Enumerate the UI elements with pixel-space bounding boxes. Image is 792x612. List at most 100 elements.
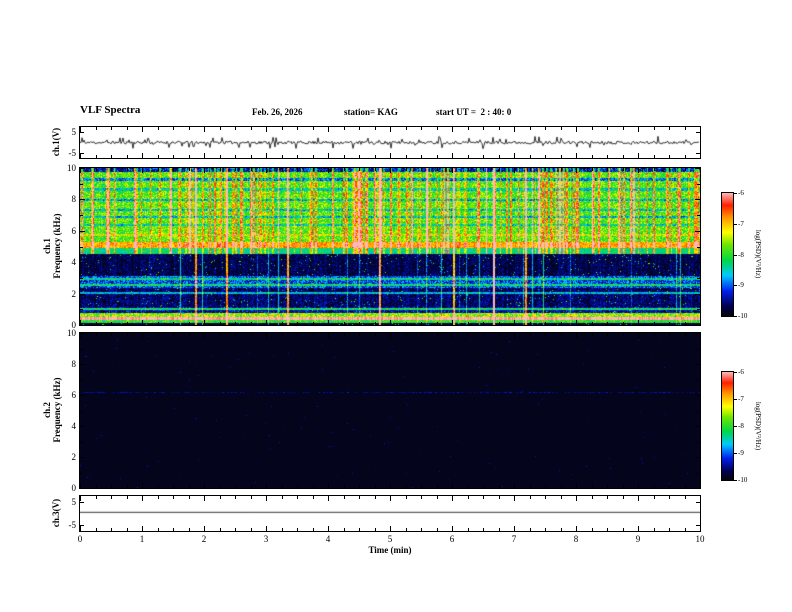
header-date: Feb. 26, 2026 bbox=[252, 107, 303, 117]
tick-mark bbox=[344, 485, 345, 488]
tick-label: 10 bbox=[695, 534, 705, 544]
tick-mark bbox=[700, 168, 701, 173]
tick-mark bbox=[328, 127, 329, 132]
tick-mark bbox=[734, 224, 737, 225]
tick-mark bbox=[530, 496, 531, 499]
tick-mark bbox=[158, 485, 159, 488]
tick-mark bbox=[734, 426, 737, 427]
ch1-frequency-axis-label: ch.1 Frequency (kHz) bbox=[42, 213, 62, 278]
tick-mark bbox=[390, 127, 391, 132]
tick-mark bbox=[297, 322, 298, 325]
tick-label: -6 bbox=[738, 368, 744, 376]
tick-mark bbox=[80, 473, 83, 474]
tick-mark bbox=[142, 153, 143, 158]
tick-mark bbox=[576, 483, 577, 488]
tick-mark bbox=[695, 199, 700, 200]
tick-mark bbox=[499, 528, 500, 531]
tick-mark bbox=[700, 483, 701, 488]
tick-mark bbox=[700, 526, 701, 531]
tick-mark bbox=[468, 333, 469, 336]
tick-mark bbox=[344, 333, 345, 336]
tick-mark bbox=[173, 127, 174, 130]
tick-mark bbox=[561, 155, 562, 158]
tick-mark bbox=[734, 480, 737, 481]
tick-mark bbox=[266, 127, 267, 132]
tick-mark bbox=[359, 127, 360, 130]
tick-mark bbox=[142, 496, 143, 501]
tick-mark bbox=[654, 528, 655, 531]
tick-mark bbox=[669, 496, 670, 499]
tick-mark bbox=[266, 526, 267, 531]
tick-mark bbox=[499, 496, 500, 499]
tick-mark bbox=[483, 528, 484, 531]
tick-mark bbox=[111, 528, 112, 531]
tick-mark bbox=[251, 485, 252, 488]
tick-mark bbox=[421, 168, 422, 171]
tick-mark bbox=[592, 168, 593, 171]
tick-mark bbox=[561, 322, 562, 325]
tick-mark bbox=[695, 364, 700, 365]
tick-mark bbox=[452, 496, 453, 501]
tick-mark bbox=[328, 496, 329, 501]
tick-mark bbox=[375, 168, 376, 171]
tick-mark bbox=[80, 278, 83, 279]
tick-mark bbox=[654, 168, 655, 171]
tick-label: 1 bbox=[139, 534, 145, 544]
tick-label: 10 bbox=[67, 163, 76, 173]
tick-mark bbox=[607, 496, 608, 499]
tick-mark bbox=[375, 127, 376, 130]
tick-mark bbox=[375, 496, 376, 499]
tick-mark bbox=[669, 155, 670, 158]
tick-mark bbox=[437, 322, 438, 325]
tick-mark bbox=[328, 168, 329, 173]
tick-mark bbox=[623, 127, 624, 130]
tick-label: 4 bbox=[71, 421, 77, 431]
tick-mark bbox=[638, 127, 639, 132]
tick-mark bbox=[700, 127, 701, 132]
tick-mark bbox=[452, 153, 453, 158]
tick-mark bbox=[297, 528, 298, 531]
tick-mark bbox=[80, 199, 85, 200]
tick-mark bbox=[266, 333, 267, 338]
tick-mark bbox=[204, 333, 205, 338]
tick-mark bbox=[80, 502, 84, 503]
tick-label: 2 bbox=[71, 452, 77, 462]
tick-mark bbox=[685, 333, 686, 336]
tick-mark bbox=[421, 496, 422, 499]
tick-mark bbox=[313, 322, 314, 325]
tick-mark bbox=[696, 132, 700, 133]
tick-label: 6 bbox=[71, 226, 77, 236]
tick-mark bbox=[697, 278, 700, 279]
tick-mark bbox=[158, 155, 159, 158]
tick-mark bbox=[421, 528, 422, 531]
tick-mark bbox=[282, 485, 283, 488]
tick-mark bbox=[638, 496, 639, 501]
tick-mark bbox=[189, 496, 190, 499]
tick-mark bbox=[158, 168, 159, 171]
tick-mark bbox=[685, 127, 686, 130]
ch1-voltage-canvas bbox=[80, 127, 700, 158]
tick-mark bbox=[142, 168, 143, 173]
tick-mark bbox=[530, 333, 531, 336]
tick-mark bbox=[452, 320, 453, 325]
axis-label-line: Frequency (kHz) bbox=[52, 213, 62, 279]
tick-mark bbox=[266, 483, 267, 488]
tick-mark bbox=[592, 496, 593, 499]
tick-mark bbox=[96, 155, 97, 158]
tick-mark bbox=[654, 485, 655, 488]
tick-mark bbox=[297, 485, 298, 488]
tick-mark bbox=[638, 526, 639, 531]
axis-label-line: Frequency (kHz) bbox=[52, 377, 62, 443]
tick-mark bbox=[80, 426, 85, 427]
tick-mark bbox=[297, 127, 298, 130]
tick-mark bbox=[499, 168, 500, 171]
tick-mark bbox=[80, 132, 84, 133]
tick-mark bbox=[561, 528, 562, 531]
tick-mark bbox=[545, 528, 546, 531]
tick-mark bbox=[483, 155, 484, 158]
tick-mark bbox=[189, 127, 190, 130]
figure-title: VLF Spectra bbox=[80, 104, 141, 116]
tick-mark bbox=[607, 155, 608, 158]
tick-mark bbox=[80, 153, 84, 154]
tick-mark bbox=[576, 526, 577, 531]
